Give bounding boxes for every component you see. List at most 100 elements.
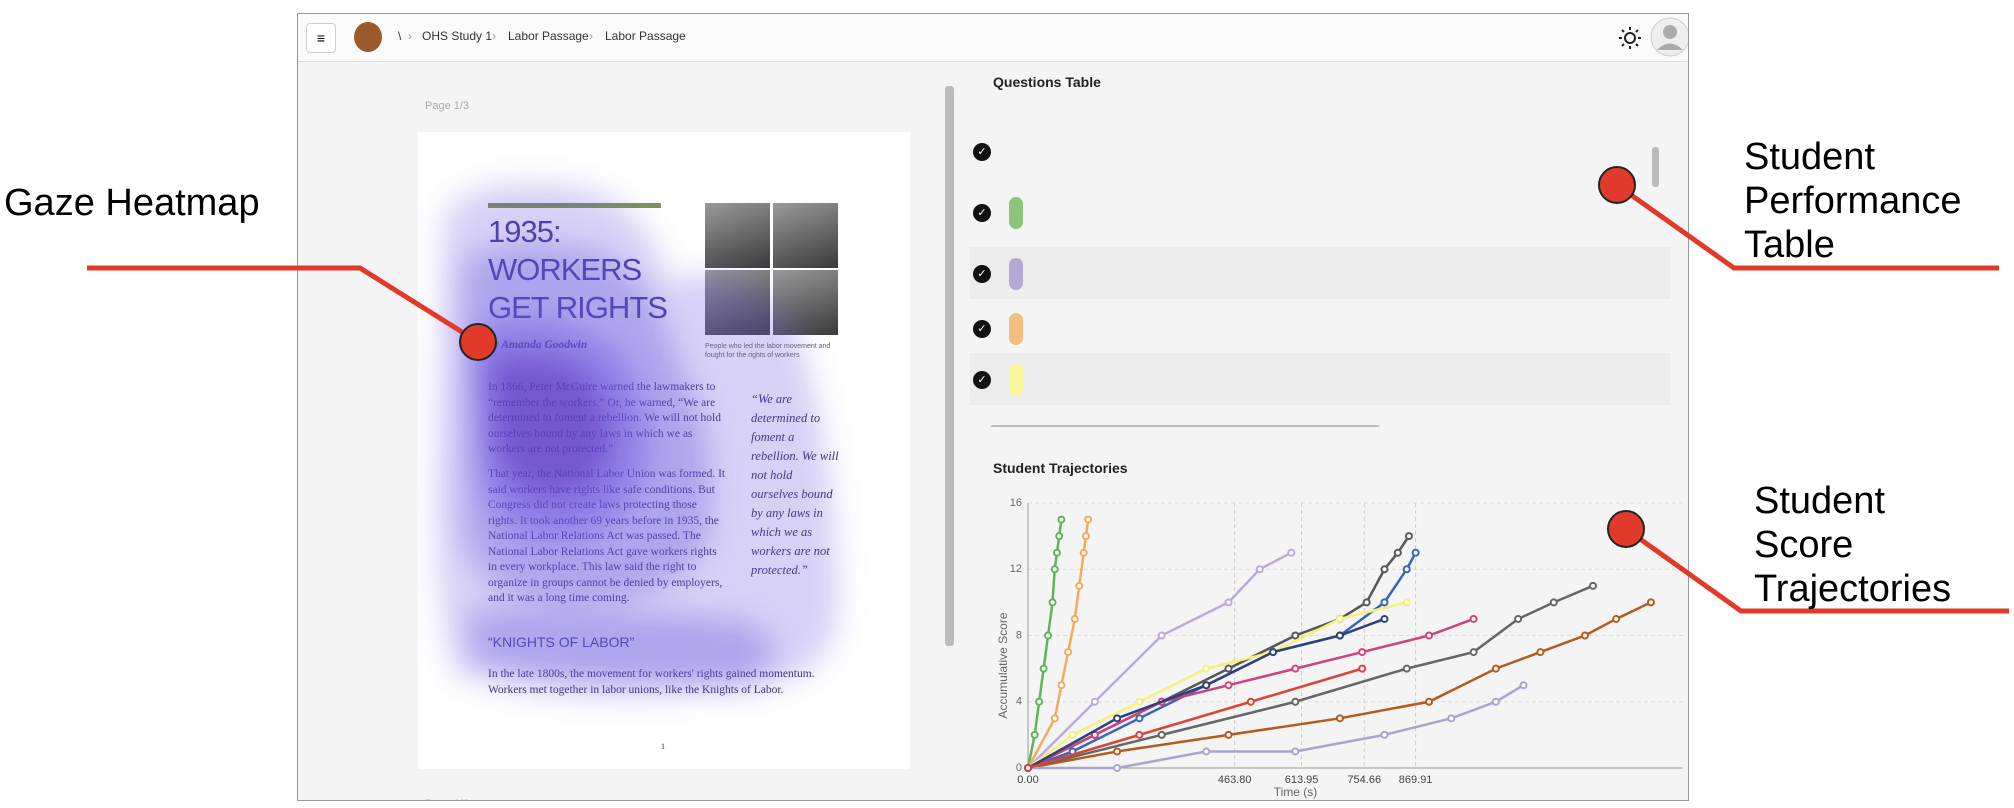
trajectory-point bbox=[1157, 631, 1166, 640]
trajectory-point bbox=[1291, 747, 1300, 756]
trajectory-point bbox=[1246, 697, 1255, 706]
annotation-text: Gaze Heatmap bbox=[4, 182, 260, 224]
breadcrumb-item: \ bbox=[398, 29, 402, 43]
breadcrumb-separator: › bbox=[492, 29, 496, 43]
trajectory-point bbox=[1057, 681, 1066, 690]
trajectory-point bbox=[1291, 664, 1300, 673]
annotation-text: Student bbox=[1754, 480, 1885, 522]
breadcrumb-item[interactable]: Labor Passage bbox=[508, 29, 589, 43]
trajectory-point bbox=[1393, 548, 1402, 557]
trajectory-point bbox=[1050, 714, 1059, 723]
trajectory-point bbox=[1113, 764, 1122, 772]
table-row bbox=[970, 247, 1670, 299]
trajectory-point bbox=[1039, 664, 1048, 673]
trajectory-line bbox=[1028, 684, 1525, 770]
trajectory-point bbox=[1646, 598, 1655, 607]
trajectory-point bbox=[1287, 548, 1296, 557]
trajectory-point bbox=[1255, 565, 1264, 574]
user-avatar[interactable] bbox=[1650, 17, 1689, 57]
trajectory-point bbox=[1224, 664, 1233, 673]
top-bar: ≡ \ › OHS Study 1 › Labor Passage › Labor Pass… bbox=[298, 14, 1688, 62]
x-tick-label: 869.91 bbox=[1399, 774, 1433, 786]
trajectory-point bbox=[1135, 697, 1144, 706]
y-tick-label: 16 bbox=[1010, 497, 1022, 509]
y-tick-label: 8 bbox=[1016, 629, 1022, 641]
trajectory-point bbox=[1536, 648, 1545, 657]
vertical-scrollbar[interactable] bbox=[1652, 147, 1659, 187]
student-color bbox=[1009, 364, 1023, 396]
trajectory-point bbox=[1068, 730, 1077, 739]
trajectory-point bbox=[1380, 565, 1389, 574]
trajectory-point bbox=[1425, 631, 1434, 640]
trajectory-point bbox=[1090, 697, 1099, 706]
trajectory-point bbox=[1335, 714, 1344, 723]
annotation-text: Trajectories bbox=[1754, 568, 1952, 610]
checkbox[interactable]: ✓ bbox=[973, 265, 991, 283]
x-axis-label: Time (s) bbox=[1274, 785, 1318, 799]
y-tick-label: 0 bbox=[1016, 762, 1022, 774]
trajectory-point bbox=[1358, 648, 1367, 657]
breadcrumb-item[interactable]: OHS Study 1 bbox=[422, 29, 493, 43]
trajectory-line bbox=[1027, 584, 1594, 770]
trajectory-line bbox=[1027, 667, 1363, 770]
annotation-text: Table bbox=[1744, 224, 1835, 266]
trajectory-point bbox=[1358, 664, 1367, 673]
analysis-pane: Questions Table ✓IDCompleteScoreColdreadQ… bbox=[960, 62, 1688, 800]
trajectory-point bbox=[1224, 730, 1233, 739]
trajectory-point bbox=[1113, 747, 1122, 756]
annotation-text: Performance bbox=[1744, 180, 1962, 222]
section-title: Questions Table bbox=[993, 74, 1101, 90]
trajectory-point bbox=[1335, 614, 1344, 623]
trajectory-point bbox=[1050, 565, 1059, 574]
trajectory-point bbox=[1052, 548, 1061, 557]
y-tick-label: 4 bbox=[1016, 696, 1022, 708]
trajectory-point bbox=[1202, 681, 1211, 690]
trajectory-point bbox=[1157, 730, 1166, 739]
horizontal-scrollbar[interactable] bbox=[990, 425, 1380, 427]
breadcrumb-item[interactable]: Labor Passage bbox=[605, 29, 686, 43]
x-tick-label: 754.66 bbox=[1347, 774, 1381, 786]
trajectory-line bbox=[1027, 617, 1475, 770]
checkbox[interactable]: ✓ bbox=[973, 371, 991, 389]
trajectory-point bbox=[1064, 648, 1073, 657]
trajectory-point bbox=[1024, 764, 1032, 772]
trajectory-point bbox=[1580, 631, 1589, 640]
checkbox[interactable]: ✓ bbox=[973, 143, 991, 161]
trajectory-point bbox=[1380, 598, 1389, 607]
trajectory-point bbox=[1224, 681, 1233, 690]
scrollbar[interactable] bbox=[945, 86, 954, 646]
trajectory-line bbox=[1027, 617, 1385, 770]
table-row bbox=[970, 183, 1670, 241]
trajectory-point bbox=[1335, 631, 1344, 640]
logo[interactable] bbox=[354, 22, 382, 52]
trajectory-point bbox=[1269, 648, 1278, 657]
trajectory-point bbox=[1113, 714, 1122, 723]
page-label: Page 2/3 bbox=[425, 798, 469, 800]
trajectory-point bbox=[1380, 614, 1389, 623]
annotation-text: Student bbox=[1744, 136, 1875, 178]
trajectory-point bbox=[1081, 532, 1090, 541]
trajectory-point bbox=[1469, 614, 1478, 623]
checkbox[interactable]: ✓ bbox=[973, 320, 991, 338]
theme-toggle[interactable] bbox=[1618, 26, 1642, 50]
trajectory-point bbox=[1491, 664, 1500, 673]
trajectory-point bbox=[1447, 714, 1456, 723]
trajectory-point bbox=[1057, 515, 1066, 524]
menu-button[interactable]: ≡ bbox=[306, 23, 336, 53]
trajectory-point bbox=[1519, 681, 1528, 690]
trajectory-line bbox=[1027, 601, 1652, 770]
trajectory-point bbox=[1612, 614, 1621, 623]
trajectory-point bbox=[1362, 598, 1371, 607]
trajectory-point bbox=[1135, 714, 1144, 723]
table-row bbox=[970, 353, 1670, 405]
trajectory-point bbox=[1035, 697, 1044, 706]
student-color bbox=[1009, 197, 1023, 229]
page-number: 1 bbox=[661, 742, 665, 751]
trajectory-point bbox=[1402, 565, 1411, 574]
trajectory-point bbox=[1425, 697, 1434, 706]
checkbox[interactable]: ✓ bbox=[973, 204, 991, 222]
trajectory-point bbox=[1291, 631, 1300, 640]
trajectory-point bbox=[1044, 631, 1053, 640]
